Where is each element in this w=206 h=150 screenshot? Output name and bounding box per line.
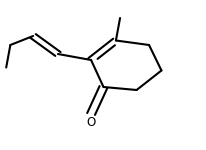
Text: O: O bbox=[86, 116, 95, 129]
